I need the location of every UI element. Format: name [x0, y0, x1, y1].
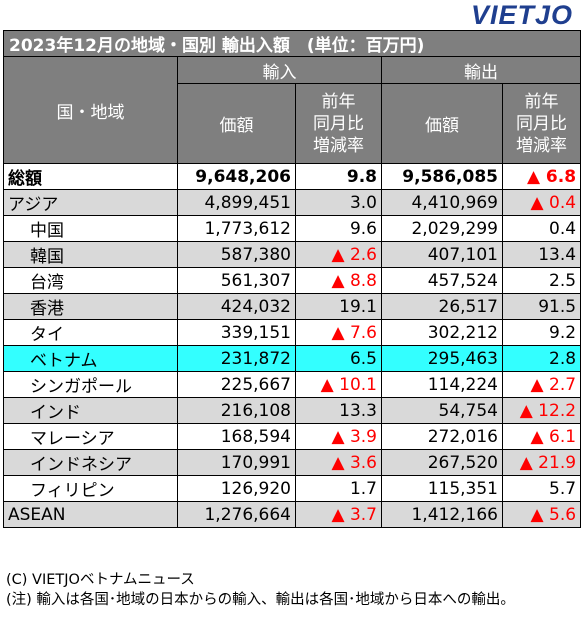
import-value: 4,899,451 — [177, 189, 296, 216]
region-name: ASEAN — [3, 501, 178, 528]
import-yoy: 13.3 — [295, 397, 382, 424]
export-yoy: 5.7 — [501, 475, 582, 502]
export-value: 115,351 — [381, 475, 503, 502]
table-row: 総額 9,648,206 9.8 9,586,085 ▲ 6.8 — [3, 163, 582, 190]
import-value: 561,307 — [177, 267, 296, 294]
export-value: 4,410,969 — [381, 189, 503, 216]
import-yoy: 9.8 — [295, 163, 382, 190]
footnote: (注) 輸入は各国･地域の日本からの輸入、輸出は各国･地域から日本への輸出。 — [6, 592, 515, 608]
import-value: 1,276,664 — [177, 501, 296, 528]
import-value: 231,872 — [177, 345, 296, 372]
import-value-header: 価額 — [177, 83, 296, 164]
region-name: 台湾 — [3, 267, 178, 294]
import-value: 587,380 — [177, 241, 296, 268]
region-name: 香港 — [3, 293, 178, 320]
region-header: 国・地域 — [3, 56, 178, 164]
export-yoy: 13.4 — [501, 241, 582, 268]
table-row: 香港 424,032 19.1 26,517 91.5 — [3, 293, 582, 320]
import-value: 1,773,612 — [177, 215, 296, 242]
region-name: アジア — [3, 189, 178, 216]
table-row: 韓国 587,380 ▲ 2.6 407,101 13.4 — [3, 241, 582, 268]
export-yoy: ▲ 6.8 — [501, 163, 582, 190]
table-row: シンガポール 225,667 ▲ 10.1 114,224 ▲ 2.7 — [3, 371, 582, 398]
export-yoy: ▲ 21.9 — [501, 449, 582, 476]
region-name: インドネシア — [3, 449, 178, 476]
import-yoy: ▲ 3.7 — [295, 501, 382, 528]
export-yoy: 0.4 — [501, 215, 582, 242]
region-name: 韓国 — [3, 241, 178, 268]
export-header: 輸出 — [380, 56, 582, 84]
import-yoy: ▲ 2.6 — [295, 241, 382, 268]
table-row: アジア 4,899,451 3.0 4,410,969 ▲ 0.4 — [3, 189, 582, 216]
export-value: 1,412,166 — [381, 501, 503, 528]
import-yoy: ▲ 3.6 — [295, 449, 382, 476]
export-yoy: ▲ 12.2 — [501, 397, 582, 424]
export-yoy: 2.8 — [501, 345, 582, 372]
table-row: マレーシア 168,594 ▲ 3.9 272,016 ▲ 6.1 — [3, 423, 582, 450]
table-row: ベトナム 231,872 6.5 295,463 2.8 — [3, 345, 582, 372]
table-row: インド 216,108 13.3 54,754 ▲ 12.2 — [3, 397, 582, 424]
table-row: フィリピン 126,920 1.7 115,351 5.7 — [3, 475, 582, 502]
export-value: 457,524 — [381, 267, 503, 294]
import-yoy: ▲ 7.6 — [295, 319, 382, 346]
export-value: 295,463 — [381, 345, 503, 372]
export-yoy: 91.5 — [501, 293, 582, 320]
export-yoy: ▲ 5.6 — [501, 501, 582, 528]
export-yoy: 9.2 — [501, 319, 582, 346]
import-yoy: 3.0 — [295, 189, 382, 216]
import-yoy: ▲ 3.9 — [295, 423, 382, 450]
table-title: 2023年12月の地域・国別 輸出入額 (単位：百万円) — [2, 30, 582, 57]
export-yoy: ▲ 0.4 — [501, 189, 582, 216]
region-name: インド — [3, 397, 178, 424]
export-value: 302,212 — [381, 319, 503, 346]
region-name: 中国 — [3, 215, 178, 242]
table-row: インドネシア 170,991 ▲ 3.6 267,520 ▲ 21.9 — [3, 449, 582, 476]
import-value: 9,648,206 — [177, 163, 296, 190]
import-yoy: ▲ 10.1 — [295, 371, 382, 398]
import-value: 339,151 — [177, 319, 296, 346]
vietjo-logo: VIETJO — [470, 0, 573, 30]
table-row: タイ 339,151 ▲ 7.6 302,212 9.2 — [3, 319, 582, 346]
table-row: 中国 1,773,612 9.6 2,029,299 0.4 — [3, 215, 582, 242]
region-name: シンガポール — [3, 371, 178, 398]
region-name: ベトナム — [3, 345, 178, 372]
footer: (C) VIETJOベトナムニュース (注) 輸入は各国･地域の日本からの輸入、… — [6, 570, 576, 610]
export-value: 2,029,299 — [381, 215, 503, 242]
import-value: 168,594 — [177, 423, 296, 450]
import-yoy: 1.7 — [295, 475, 382, 502]
import-value: 424,032 — [177, 293, 296, 320]
table-row: ASEAN 1,276,664 ▲ 3.7 1,412,166 ▲ 5.6 — [3, 501, 582, 528]
export-yoy: 2.5 — [501, 267, 582, 294]
import-yoy: ▲ 8.8 — [295, 267, 382, 294]
region-name: フィリピン — [3, 475, 178, 502]
import-value: 216,108 — [177, 397, 296, 424]
import-header: 輸入 — [177, 56, 382, 84]
export-value: 267,520 — [381, 449, 503, 476]
import-yoy-header: 前年 同月比 増減率 — [295, 83, 382, 164]
export-value: 9,586,085 — [381, 163, 503, 190]
export-value: 272,016 — [381, 423, 503, 450]
export-yoy: ▲ 6.1 — [501, 423, 582, 450]
export-value-header: 価額 — [381, 83, 503, 164]
export-yoy-header: 前年 同月比 増減率 — [501, 83, 582, 164]
trade-table: 2023年12月の地域・国別 輸出入額 (単位：百万円) 国・地域 輸入 輸出 … — [2, 30, 582, 528]
region-name: 総額 — [3, 163, 178, 190]
import-yoy: 6.5 — [295, 345, 382, 372]
import-value: 126,920 — [177, 475, 296, 502]
export-value: 54,754 — [381, 397, 503, 424]
import-value: 170,991 — [177, 449, 296, 476]
import-yoy: 19.1 — [295, 293, 382, 320]
region-name: マレーシア — [3, 423, 178, 450]
table-row: 台湾 561,307 ▲ 8.8 457,524 2.5 — [3, 267, 582, 294]
export-value: 114,224 — [381, 371, 503, 398]
export-value: 26,517 — [381, 293, 503, 320]
export-yoy: ▲ 2.7 — [501, 371, 582, 398]
copyright-credit: (C) VIETJOベトナムニュース — [6, 572, 195, 588]
export-value: 407,101 — [381, 241, 503, 268]
region-name: タイ — [3, 319, 178, 346]
import-value: 225,667 — [177, 371, 296, 398]
import-yoy: 9.6 — [295, 215, 382, 242]
